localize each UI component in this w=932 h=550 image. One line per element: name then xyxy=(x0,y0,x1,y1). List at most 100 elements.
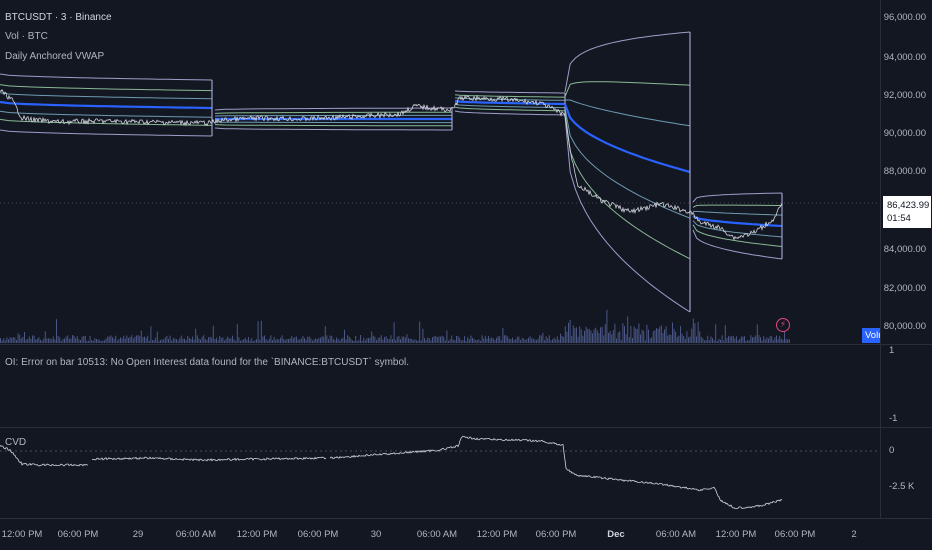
price-pane[interactable]: BTCUSDT · 3 · Binance Vol · BTC Daily An… xyxy=(0,0,880,344)
volume-bar xyxy=(547,338,549,343)
volume-bar xyxy=(691,328,693,343)
volume-bar xyxy=(123,335,125,343)
pane-separator[interactable] xyxy=(0,344,932,345)
time-label: 12:00 PM xyxy=(476,529,518,540)
volume-bar xyxy=(128,338,129,343)
volume-bar xyxy=(619,331,621,343)
volume-bar xyxy=(420,340,422,343)
volume-bar xyxy=(456,335,457,343)
cvd-pane[interactable]: CVD xyxy=(0,428,880,518)
volume-bar xyxy=(152,340,153,343)
volume-bar xyxy=(323,336,325,343)
volume-bar xyxy=(308,336,310,343)
volume-bar xyxy=(521,338,523,343)
volume-bar xyxy=(460,340,462,343)
time-axis[interactable] xyxy=(0,519,932,550)
volume-bar xyxy=(622,323,624,343)
volume-bar xyxy=(486,338,488,343)
volume-bar xyxy=(232,335,233,343)
symbol-legend[interactable]: BTCUSDT · 3 · Binance xyxy=(5,12,112,23)
volume-bar xyxy=(507,336,509,343)
volume-bar xyxy=(550,340,552,343)
volume-bar xyxy=(651,337,653,343)
volume-bar xyxy=(528,337,529,343)
volume-bar xyxy=(222,337,224,343)
volume-bar xyxy=(555,339,557,343)
lightning-icon[interactable]: ⚡ xyxy=(776,318,790,332)
volume-bar xyxy=(558,339,560,343)
volume-bar xyxy=(515,339,517,343)
volume-bar xyxy=(625,334,627,343)
volume-bar xyxy=(56,319,57,343)
vwap-band-line xyxy=(692,224,783,247)
volume-bar xyxy=(422,328,424,343)
volume-bar xyxy=(708,340,710,343)
volume-bar xyxy=(201,336,203,343)
volume-bar xyxy=(19,334,21,343)
volume-bar xyxy=(91,340,93,343)
volume-bar xyxy=(604,324,606,343)
volume-bar xyxy=(721,335,723,343)
vwap-legend[interactable]: Daily Anchored VWAP xyxy=(5,51,105,62)
volume-bar xyxy=(22,337,24,343)
price-axis[interactable]: 96,000.00 94,000.00 92,000.00 90,000.00 … xyxy=(880,0,932,344)
cvd-axis[interactable]: 0 -2.5 K xyxy=(880,428,932,518)
volume-bar xyxy=(76,336,78,343)
volume-bar xyxy=(212,325,214,343)
volume-bar xyxy=(500,340,502,343)
volume-bar xyxy=(412,340,414,343)
volume-bar xyxy=(16,339,17,343)
volume-bar xyxy=(160,339,161,343)
volume-bar xyxy=(376,340,377,343)
volume-bar xyxy=(145,338,147,343)
price-tick: 92,000.00 xyxy=(883,90,926,101)
cvd-legend[interactable]: CVD xyxy=(5,437,27,448)
volume-bar xyxy=(312,340,313,343)
volume-bar xyxy=(587,328,589,343)
volume-legend[interactable]: Vol · BTC xyxy=(5,31,48,42)
volume-bar xyxy=(764,339,766,343)
volume-bar xyxy=(632,338,633,343)
oi-axis[interactable]: 1 -1 xyxy=(880,345,932,427)
volume-bar xyxy=(188,337,190,343)
volume-bar xyxy=(772,340,774,343)
volume-bar xyxy=(206,340,208,343)
vwap-band-line xyxy=(214,121,452,124)
volume-bar xyxy=(750,335,752,343)
volume-bar xyxy=(648,329,649,343)
volume-bar xyxy=(409,338,411,343)
volume-bar xyxy=(113,338,115,343)
price-chart[interactable] xyxy=(0,0,880,344)
vwap-band-line xyxy=(0,129,213,137)
volume-bar xyxy=(332,338,334,343)
volume-bar xyxy=(315,338,317,343)
volume-bar xyxy=(305,339,307,343)
volume-bar xyxy=(734,338,736,343)
volume-bar xyxy=(265,339,267,343)
volume-bar xyxy=(67,335,69,343)
volume-bar xyxy=(358,339,360,343)
cvd-chart[interactable] xyxy=(0,428,880,518)
vwap-band-line xyxy=(214,127,452,131)
volume-bar xyxy=(171,340,173,343)
volume-bar xyxy=(209,336,211,343)
volume-bar xyxy=(400,339,401,343)
price-tick: 82,000.00 xyxy=(883,283,926,294)
oi-tick: -1 xyxy=(889,413,898,424)
volume-bars xyxy=(0,309,790,343)
vwap-band-line xyxy=(564,31,691,93)
volume-bar xyxy=(710,336,712,343)
volume-bar xyxy=(473,338,475,343)
volume-bar xyxy=(715,324,717,343)
volume-bar xyxy=(356,341,358,343)
volume-bar xyxy=(657,329,659,343)
volume-bar xyxy=(289,338,291,343)
pane-separator[interactable] xyxy=(0,427,932,428)
oi-pane[interactable]: OI: Error on bar 10513: No Open Interest… xyxy=(0,345,880,427)
volume-bar xyxy=(89,336,91,343)
volume-bar xyxy=(339,340,341,343)
volume-bar xyxy=(214,339,216,343)
volume-bar xyxy=(75,338,77,343)
volume-bar xyxy=(107,336,109,343)
oi-tick: 1 xyxy=(889,345,895,356)
